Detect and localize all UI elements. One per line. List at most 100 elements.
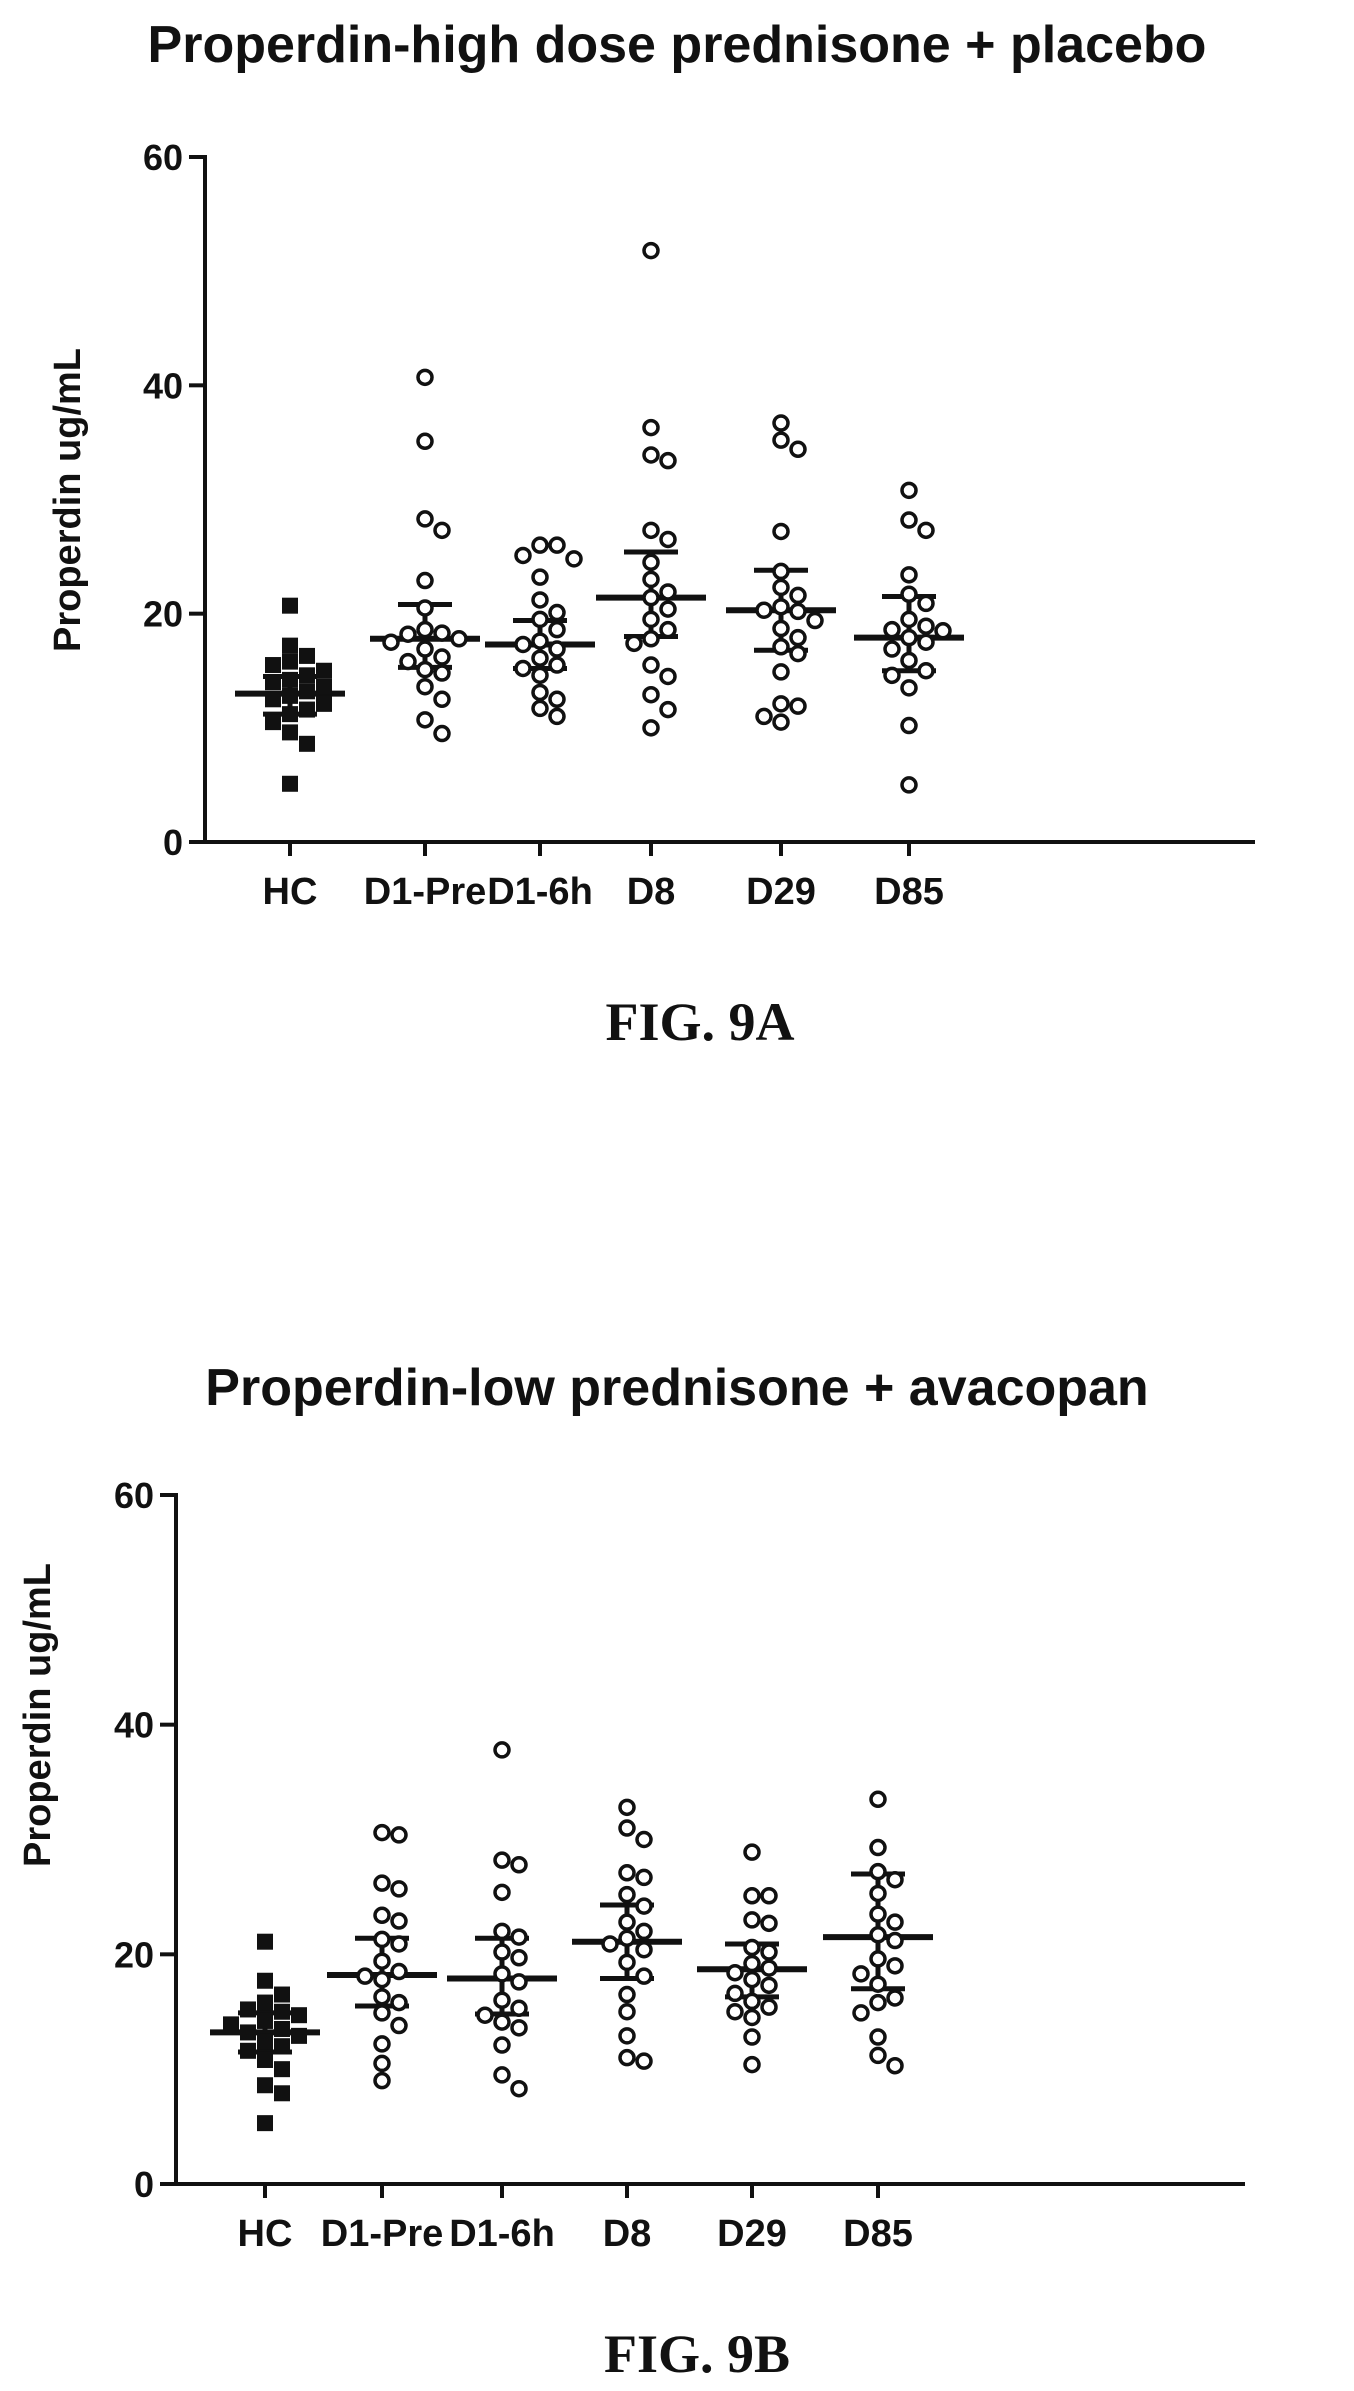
data-point bbox=[852, 2004, 870, 2022]
data-point bbox=[869, 1862, 887, 1881]
x-tick-label: D8 bbox=[627, 871, 676, 913]
chart-title: Properdin-low prednisone + avacopan bbox=[205, 1359, 1148, 1417]
data-point bbox=[531, 568, 549, 586]
data-point bbox=[416, 620, 434, 639]
x-tick-label: D1-6h bbox=[449, 2213, 555, 2255]
data-point bbox=[869, 1905, 887, 1923]
data-point bbox=[299, 667, 315, 684]
data-point bbox=[852, 1965, 870, 1983]
data-point bbox=[618, 1929, 636, 1948]
data-point bbox=[282, 637, 298, 654]
data-point bbox=[642, 719, 660, 737]
data-point bbox=[531, 666, 549, 685]
data-point bbox=[618, 2003, 636, 2021]
data-point bbox=[493, 1922, 511, 1941]
summary-bars bbox=[210, 1871, 933, 2055]
data-point bbox=[291, 2027, 307, 2044]
x-tick-label: D8 bbox=[603, 2213, 652, 2255]
data-point bbox=[282, 653, 298, 670]
data-point bbox=[450, 630, 468, 648]
data-points bbox=[265, 241, 952, 794]
data-point bbox=[531, 536, 549, 554]
data-point bbox=[743, 1992, 761, 2011]
data-point bbox=[618, 1953, 636, 1972]
y-tick-label: 40 bbox=[143, 365, 183, 406]
data-point bbox=[743, 1887, 761, 1905]
data-point bbox=[869, 1790, 887, 1809]
data-point bbox=[493, 2013, 511, 2031]
data-point bbox=[510, 1973, 528, 1991]
data-point bbox=[760, 1943, 778, 1961]
data-point bbox=[493, 1883, 511, 1902]
data-point bbox=[282, 724, 298, 741]
y-tick-label: 0 bbox=[134, 2164, 154, 2205]
data-point bbox=[760, 1914, 778, 1933]
chart-title: Properdin-high dose prednisone + placebo bbox=[148, 16, 1207, 74]
data-point bbox=[390, 1993, 408, 2012]
data-point bbox=[373, 1952, 391, 1970]
data-point bbox=[883, 666, 901, 685]
data-point bbox=[760, 1976, 778, 1995]
data-point bbox=[274, 2061, 290, 2078]
data-point bbox=[755, 601, 773, 619]
data-point bbox=[772, 578, 790, 597]
data-point bbox=[274, 2085, 290, 2102]
data-point bbox=[265, 691, 281, 708]
data-point bbox=[659, 600, 677, 618]
data-point bbox=[282, 687, 298, 704]
data-point bbox=[531, 649, 549, 667]
y-axis-label: Properdin ug/mL bbox=[47, 348, 89, 652]
data-point bbox=[240, 2042, 256, 2059]
data-point bbox=[299, 683, 315, 700]
data-point bbox=[618, 1819, 636, 1837]
data-point bbox=[514, 546, 532, 565]
data-point bbox=[659, 700, 677, 719]
figure-caption: FIG. 9A bbox=[606, 992, 795, 1052]
data-point bbox=[356, 1967, 374, 1985]
data-point bbox=[510, 2019, 528, 2037]
data-point bbox=[869, 1926, 887, 1944]
data-point bbox=[789, 644, 807, 663]
data-point bbox=[399, 625, 417, 643]
data-point bbox=[373, 1823, 391, 1842]
data-point bbox=[373, 1874, 391, 1892]
data-point bbox=[642, 588, 660, 607]
data-point bbox=[390, 1935, 408, 1953]
data-point bbox=[433, 521, 451, 540]
data-point bbox=[493, 1851, 511, 1869]
data-point bbox=[917, 617, 935, 635]
data-point bbox=[618, 1864, 636, 1882]
data-point bbox=[886, 1989, 904, 2007]
data-point bbox=[900, 716, 918, 735]
data-point bbox=[257, 1994, 273, 2011]
chart-9a: Properdin-high dose prednisone + placebo… bbox=[47, 16, 1255, 1052]
data-point bbox=[316, 678, 332, 695]
data-point bbox=[743, 2008, 761, 2027]
data-point bbox=[257, 1933, 273, 1950]
data-point bbox=[760, 1998, 778, 2016]
data-point bbox=[642, 570, 660, 589]
data-point bbox=[257, 2033, 273, 2050]
data-point bbox=[514, 635, 532, 654]
data-point bbox=[476, 2006, 494, 2024]
data-point bbox=[900, 776, 918, 794]
data-point bbox=[635, 1940, 653, 1959]
data-point bbox=[265, 674, 281, 691]
data-point bbox=[772, 663, 790, 681]
data-point bbox=[282, 597, 298, 614]
data-point bbox=[772, 522, 790, 541]
data-point bbox=[416, 571, 434, 590]
data-point bbox=[531, 610, 549, 629]
data-point bbox=[274, 2020, 290, 2037]
data-point bbox=[257, 2115, 273, 2132]
data-point bbox=[869, 1838, 887, 1857]
data-point bbox=[726, 1963, 744, 1982]
data-point bbox=[548, 603, 566, 622]
y-tick-label: 60 bbox=[114, 1475, 154, 1516]
data-point bbox=[659, 667, 677, 686]
data-point bbox=[659, 530, 677, 549]
data-point bbox=[548, 690, 566, 709]
data-point bbox=[900, 679, 918, 697]
data-point bbox=[257, 2077, 273, 2094]
